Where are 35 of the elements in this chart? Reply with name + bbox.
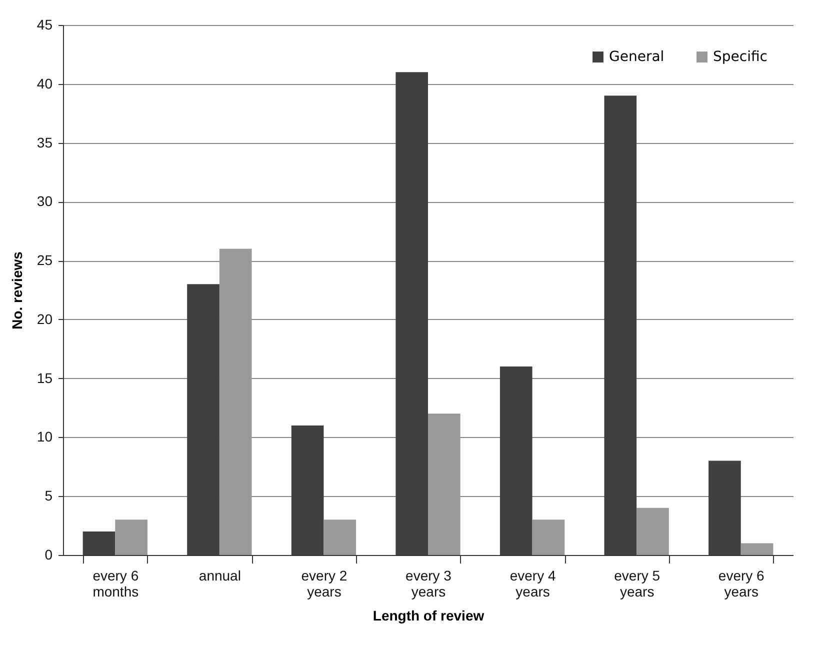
- bar: [324, 520, 356, 555]
- x-tick-label: every 3 years: [406, 568, 452, 600]
- y-tick-label: 35: [36, 134, 53, 150]
- y-tick-label: 25: [36, 252, 53, 268]
- x-tick-label: every 2 years: [301, 568, 348, 600]
- legend-label: Specific: [713, 49, 768, 65]
- y-tick-label: 10: [36, 428, 53, 445]
- bar: [604, 96, 637, 555]
- y-tick-label: 40: [36, 75, 53, 92]
- bar: [291, 425, 324, 555]
- bar: [740, 543, 774, 555]
- bar: [500, 366, 532, 555]
- x-axis-title: Length of review: [372, 608, 484, 624]
- y-tick-label: 20: [36, 310, 53, 327]
- bar: [396, 72, 428, 555]
- bar: [636, 508, 669, 555]
- y-axis-title: No. reviews: [8, 251, 25, 330]
- y-tick-label: 30: [36, 193, 53, 210]
- bar: [82, 531, 116, 555]
- y-tick-label: 5: [44, 488, 53, 504]
- bar: [219, 248, 252, 555]
- y-tick-label: 45: [36, 16, 53, 32]
- y-tick-label: 0: [44, 546, 53, 562]
- bar: [428, 414, 460, 555]
- x-tick-label: every 6 months: [92, 568, 139, 600]
- bar: [115, 520, 148, 555]
- x-tick-label: every 5 years: [614, 568, 660, 600]
- bar: [187, 284, 220, 555]
- x-tick-label: annual: [198, 568, 241, 584]
- x-tick-label: every 6 years: [718, 568, 765, 600]
- bar: [708, 460, 741, 555]
- legend-label: General: [609, 49, 664, 65]
- x-tick-label: every 4 years: [510, 568, 556, 600]
- bar: [532, 520, 565, 555]
- y-tick-label: 15: [36, 370, 53, 386]
